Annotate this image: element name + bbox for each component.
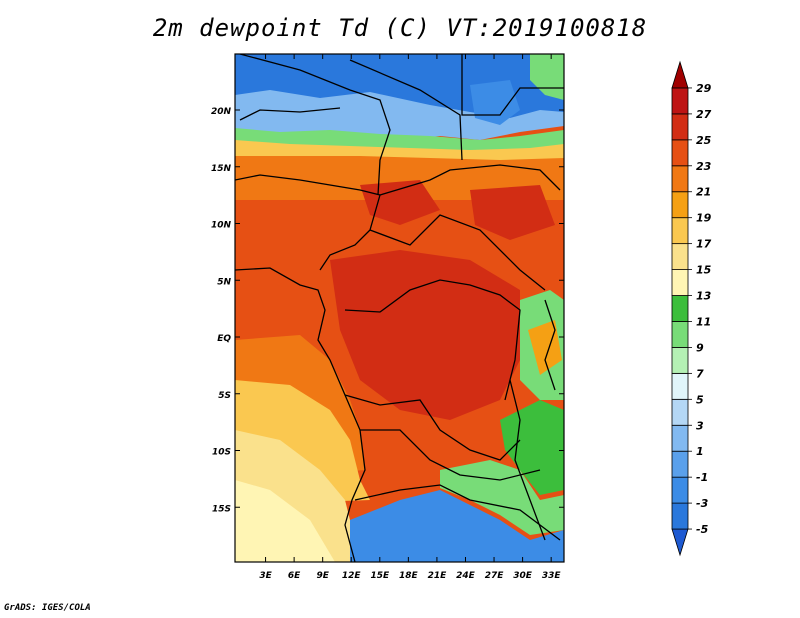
- border-line: [369, 214, 546, 291]
- colorbar-label: 17: [696, 238, 712, 251]
- colorbar-label: 3: [696, 419, 704, 432]
- colorbar-segment: [671, 347, 689, 374]
- colorbar-segment: [671, 372, 689, 400]
- lat-label: 5N: [217, 277, 231, 287]
- sahel-yellow-edge: [235, 140, 564, 160]
- lat-label: EQ: [217, 334, 231, 344]
- lat-label: 10N: [211, 221, 232, 231]
- border-line: [239, 54, 391, 196]
- colorbar-segment: [671, 113, 689, 141]
- colorbar-label: 23: [696, 160, 712, 173]
- lon-label: 12E: [342, 571, 362, 581]
- lon-label: 33E: [542, 571, 562, 581]
- colorbar-segment: [671, 450, 689, 478]
- southern-dry-blue: [350, 490, 564, 562]
- lon-label: 18E: [399, 571, 419, 581]
- colorbar-segment: [671, 165, 689, 193]
- lat-label: 10S: [212, 448, 231, 458]
- longitude-axis: 3E 6E 9E 12E 15E 18E 21E 24E 27E 30E 33E: [259, 54, 561, 581]
- east-dark-patch: [470, 185, 555, 240]
- southern-green: [440, 460, 564, 535]
- lon-label: 21E: [428, 571, 448, 581]
- colorbar-label: 7: [696, 367, 704, 380]
- border-line: [509, 379, 546, 541]
- colorbar-label: 5: [696, 393, 704, 406]
- colorbar-label: 25: [696, 134, 712, 147]
- colorbar-segment: [671, 502, 689, 530]
- grads-credit: GrADS: IGES/COLA: [4, 603, 91, 613]
- colorbar-segment: [671, 528, 689, 557]
- colorbar-segment: [671, 139, 689, 167]
- sahara-light-blue: [235, 90, 564, 140]
- colorbar-segment: [671, 87, 689, 115]
- border-line: [344, 394, 521, 461]
- north-dark-patch: [360, 180, 440, 225]
- colorbar-segment: [671, 321, 689, 348]
- colorbar-segment: [671, 60, 689, 89]
- colorbar-label: -5: [696, 523, 709, 536]
- border-line: [239, 107, 341, 121]
- colorbar-segment: [671, 295, 689, 322]
- lat-label: 20N: [211, 107, 232, 117]
- lon-label: 15E: [370, 571, 390, 581]
- border-line: [344, 279, 521, 401]
- plot-frame: [234, 53, 565, 563]
- sahara-green-edge: [235, 128, 564, 156]
- central-dark-core: [330, 250, 520, 420]
- southwest-pale: [235, 480, 335, 562]
- latitude-axis: 20N 15N 10N 5N EQ 5S 10S 15S: [211, 107, 564, 514]
- colorbar-segment: [671, 217, 689, 245]
- map-title: 2m dewpoint Td (C) VT:2019100818: [152, 14, 648, 42]
- colorbar-label: 9: [696, 341, 704, 354]
- colorbar-label: 27: [696, 108, 712, 121]
- lon-label: 24E: [456, 571, 476, 581]
- colorbar-segment: [671, 424, 689, 452]
- colorbar-label: 19: [696, 212, 712, 225]
- lon-label: 30E: [513, 571, 533, 581]
- colorbar-label: 21: [696, 186, 711, 199]
- colorbar-label: 1: [696, 445, 704, 458]
- lat-label: 15S: [212, 504, 231, 514]
- colorbar-label: 29: [696, 82, 712, 95]
- colorbar-segment: [671, 398, 689, 426]
- colorbar-label: -3: [696, 497, 709, 510]
- lon-label: 27E: [485, 571, 505, 581]
- lat-label: 15N: [211, 164, 232, 174]
- lat-label: 5S: [218, 391, 231, 401]
- lon-label: 9E: [316, 571, 329, 581]
- colorbar-segment: [671, 476, 689, 504]
- border-line: [461, 54, 564, 116]
- border-line: [544, 299, 556, 391]
- border-line: [360, 429, 541, 481]
- border-line: [235, 267, 366, 562]
- colorbar-segment: [671, 269, 689, 296]
- lon-label: 3E: [259, 571, 272, 581]
- colorbar-segment: [671, 191, 689, 219]
- colorbar-label: 11: [696, 315, 711, 328]
- colorbar-label: 15: [696, 264, 712, 277]
- colorbar-label: -1: [696, 471, 708, 484]
- colorbar-segment: [671, 243, 689, 270]
- border-line: [379, 164, 561, 196]
- lon-label: 6E: [288, 571, 301, 581]
- colorbar-label: 13: [696, 290, 712, 303]
- east-africa-green: [500, 400, 564, 495]
- border-line: [349, 59, 463, 161]
- border-line: [354, 484, 561, 541]
- east-blue-patch: [470, 80, 520, 125]
